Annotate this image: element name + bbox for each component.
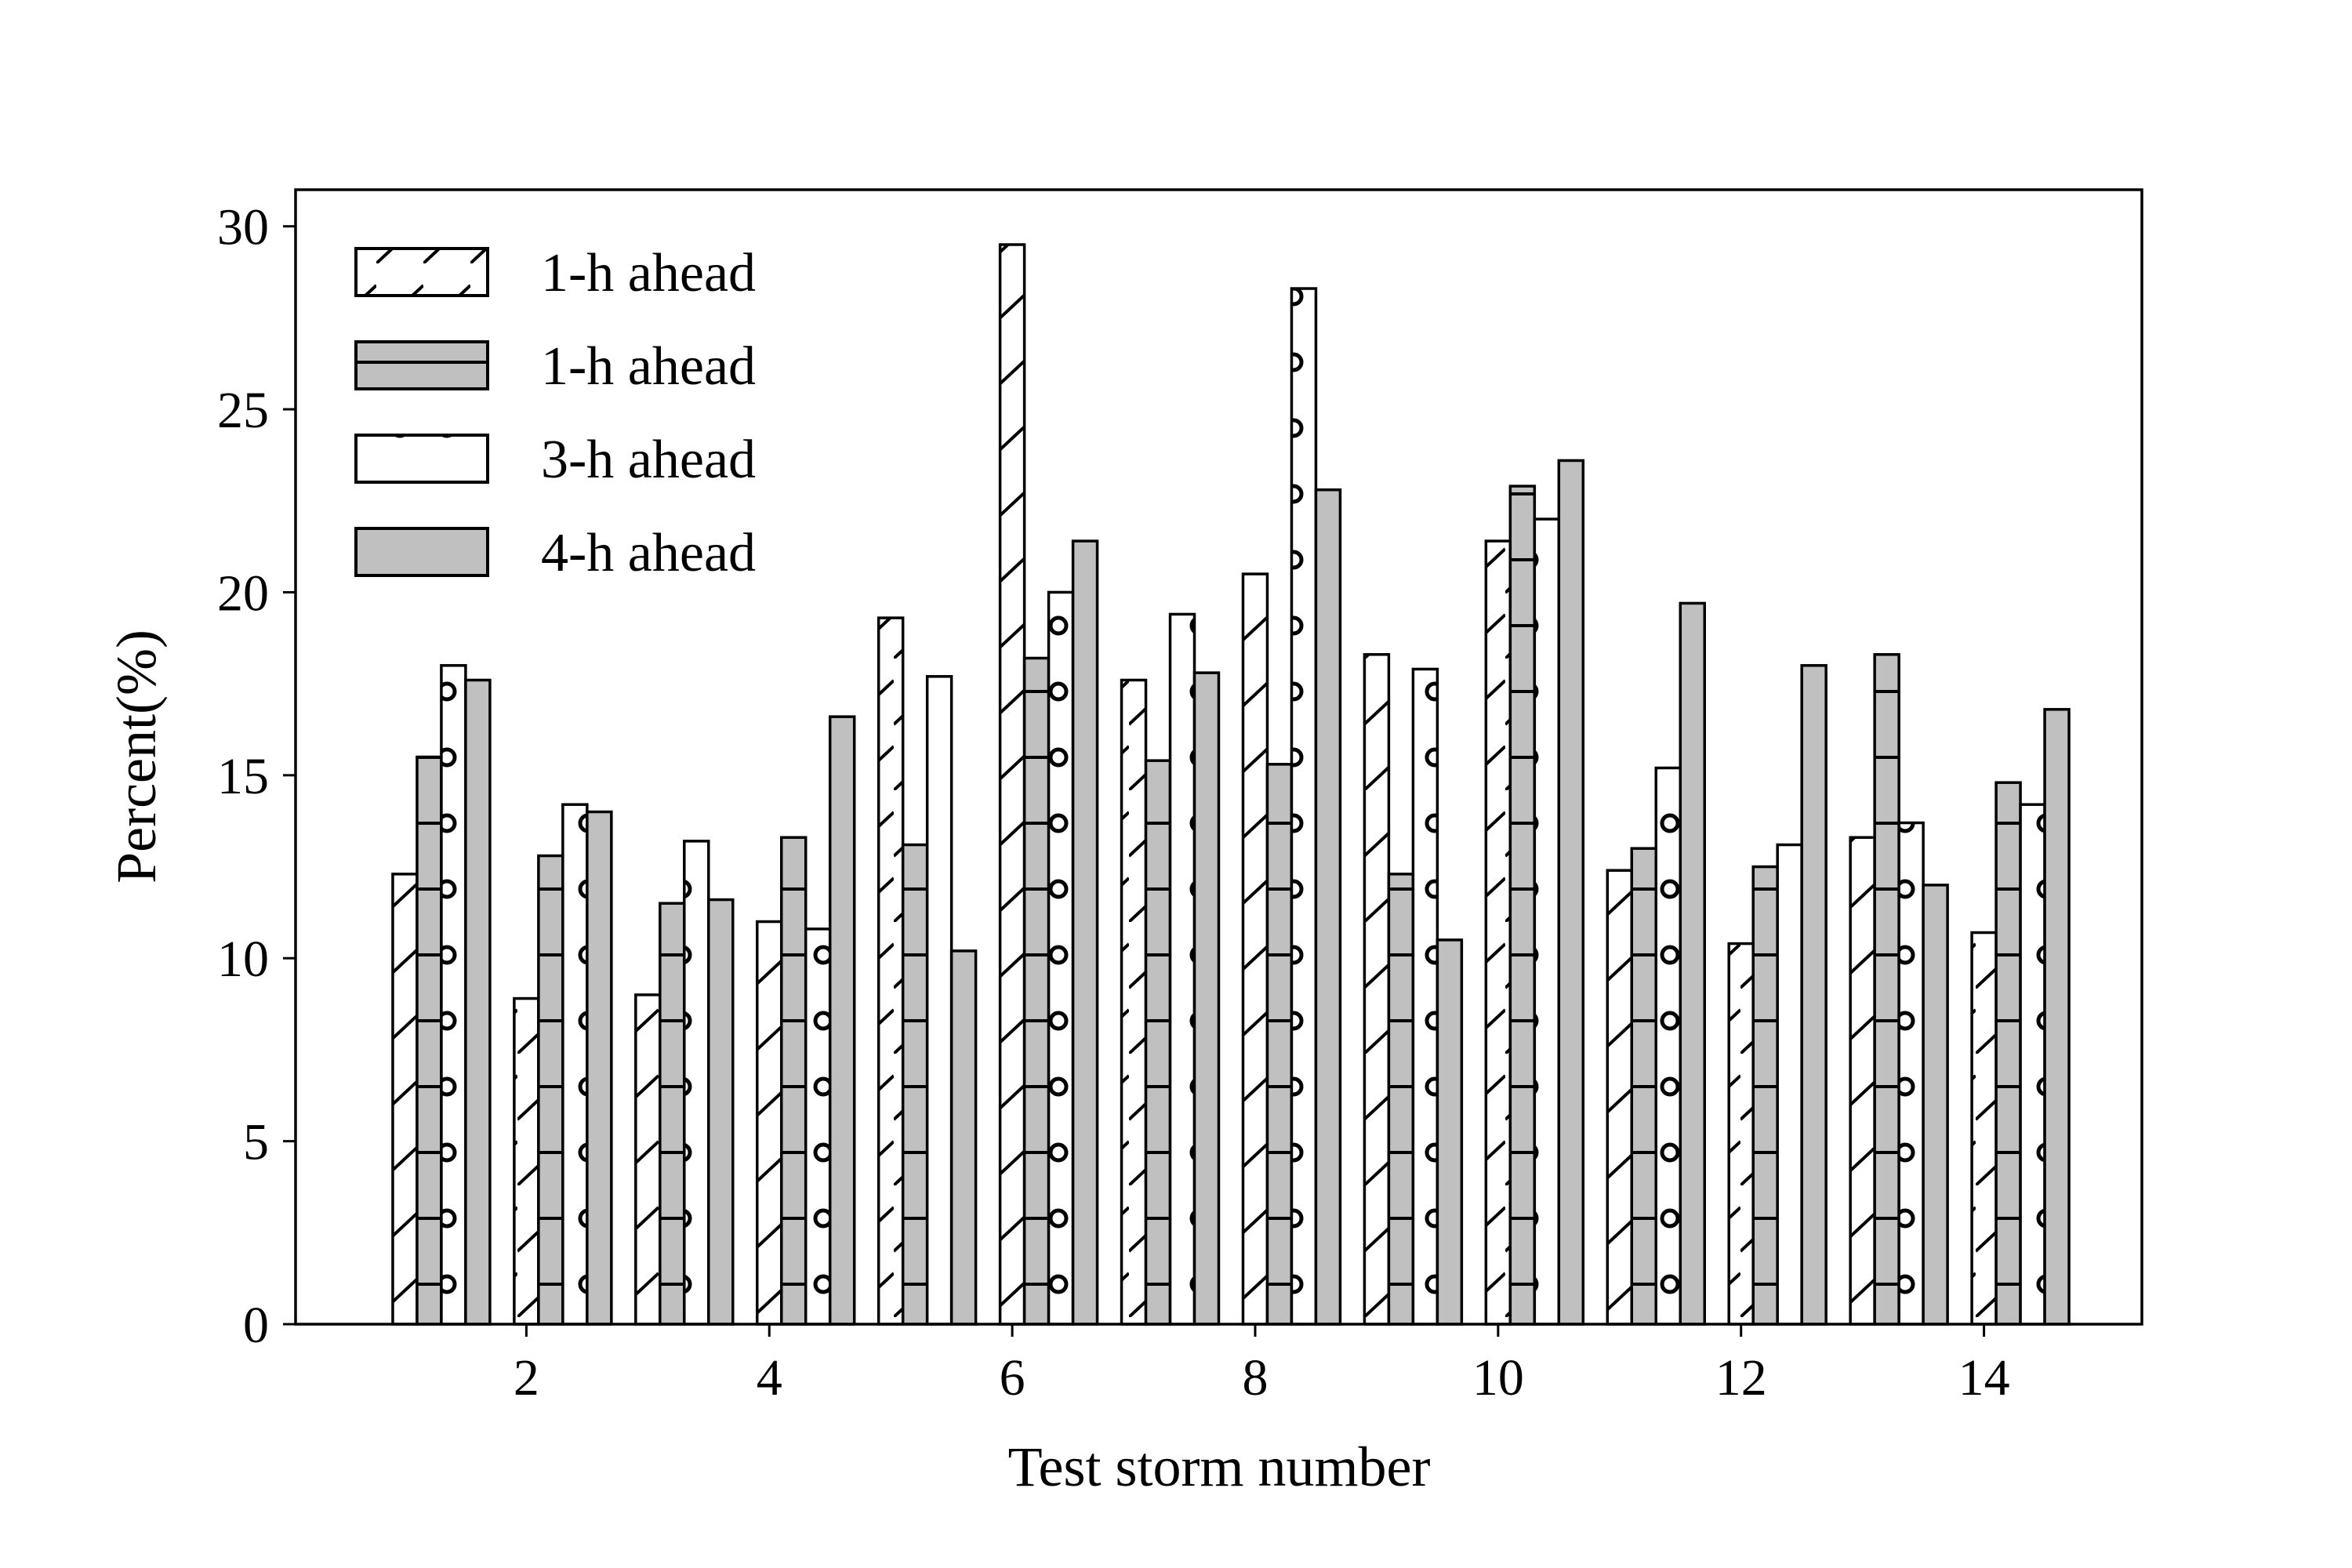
y-tick-label: 30 [217, 199, 269, 256]
bar-s2-c6 [1022, 656, 1051, 1326]
bar-s3-c2 [561, 803, 589, 1326]
bar-s2-c5 [901, 843, 929, 1326]
y-axis-label: Percent(%) [105, 630, 168, 884]
bar-s4-c6 [1071, 539, 1099, 1326]
x-tick-label: 4 [757, 1349, 782, 1406]
bar-s3-c9 [1411, 667, 1439, 1326]
bar-s4-c13 [1922, 884, 1949, 1326]
y-tick-label: 5 [243, 1114, 269, 1171]
bar-s3-c6 [1047, 590, 1075, 1326]
bar-s2-c4 [779, 836, 808, 1326]
bar-s4-c4 [828, 715, 856, 1326]
bar-s1-c14 [1970, 931, 1998, 1326]
y-tick-label: 10 [217, 931, 269, 988]
y-tick-label: 20 [217, 564, 269, 622]
bar-s3-c10 [1533, 517, 1561, 1326]
bar-s4-c5 [949, 949, 978, 1326]
bar-s3-c13 [1897, 821, 1925, 1326]
bar-s1-c7 [1120, 678, 1148, 1326]
bar-s2-c10 [1508, 485, 1537, 1326]
x-tick-label: 12 [1715, 1349, 1767, 1406]
bar-s2-c7 [1144, 759, 1172, 1326]
bar-s2-c8 [1265, 763, 1294, 1326]
bar-s2-c2 [537, 854, 564, 1326]
bar-s4-c8 [1314, 488, 1342, 1326]
bar-s3-c14 [2019, 803, 2046, 1326]
bar-s4-c14 [2043, 708, 2071, 1326]
x-tick-label: 2 [514, 1349, 539, 1406]
bar-s1-c9 [1363, 653, 1391, 1326]
legend-label: 1-h ahead [541, 243, 756, 303]
bar-s4-c12 [1800, 664, 1828, 1326]
x-tick-label: 8 [1242, 1349, 1268, 1406]
bar-s3-c11 [1654, 766, 1682, 1326]
bar-s4-c10 [1557, 459, 1585, 1326]
bar-s3-c7 [1168, 612, 1196, 1326]
bar-s4-c2 [586, 810, 613, 1326]
x-tick-label: 14 [1958, 1349, 2010, 1406]
bar-s4-c7 [1192, 671, 1221, 1326]
legend-entry: 3-h ahead [354, 430, 756, 490]
legend-label: 3-h ahead [541, 430, 756, 490]
x-tick-label: 10 [1472, 1349, 1524, 1406]
bar-s3-c3 [683, 840, 710, 1326]
bar-s1-c8 [1241, 572, 1269, 1326]
bar-s1-c2 [513, 996, 540, 1326]
bar-s1-c6 [998, 243, 1026, 1326]
bar-s1-c13 [1849, 836, 1876, 1326]
bar-s1-c4 [756, 920, 783, 1326]
legend-entry: 4-h ahead [354, 523, 756, 583]
bar-s2-c9 [1387, 873, 1415, 1326]
bar-s1-c12 [1727, 942, 1755, 1326]
bar-s3-c12 [1776, 843, 1803, 1326]
bar-s4-c3 [707, 898, 735, 1326]
legend-label: 4-h ahead [541, 523, 756, 583]
legend-entry: 1-h ahead [354, 336, 756, 397]
bars-layer [391, 243, 2071, 1326]
y-tick-label: 0 [243, 1297, 269, 1354]
bar-s3-c5 [925, 675, 953, 1326]
x-axis-label: Test storm number [1008, 1436, 1431, 1498]
bar-s3-c1 [440, 664, 467, 1326]
bar-s4-c1 [464, 678, 492, 1326]
y-ticks: 0 5 10 15 20 25 30 [217, 199, 296, 1354]
x-ticks: 2 4 6 8 10 12 14 [514, 1324, 2010, 1406]
legend-entry: 1-h ahead [354, 243, 756, 303]
bar-s1-c10 [1484, 539, 1512, 1326]
bar-s3-c4 [804, 927, 832, 1326]
y-tick-label: 15 [217, 748, 269, 805]
bar-s4-c9 [1436, 938, 1464, 1326]
bar-s2-c3 [659, 902, 686, 1326]
bar-s4-c11 [1679, 601, 1706, 1326]
y-tick-label: 25 [217, 382, 269, 439]
bar-s1-c1 [391, 873, 419, 1326]
bar-s3-c8 [1290, 287, 1318, 1326]
legend: 1-h ahead 1-h ahead 3-h ahead 4-h ahead [354, 243, 756, 583]
bar-s2-c14 [1994, 781, 2022, 1326]
bar-s2-c12 [1751, 865, 1779, 1326]
plot-frame [294, 188, 2143, 1326]
bar-s2-c1 [416, 755, 443, 1326]
legend-label: 1-h ahead [541, 336, 756, 397]
x-tick-label: 6 [1000, 1349, 1025, 1406]
bar-s1-c11 [1606, 869, 1634, 1326]
bar-s1-c3 [634, 993, 662, 1326]
bar-s2-c11 [1630, 847, 1658, 1326]
legend-swatch [356, 528, 488, 575]
bar-s2-c13 [1873, 653, 1900, 1326]
bar-s1-c5 [877, 616, 905, 1326]
